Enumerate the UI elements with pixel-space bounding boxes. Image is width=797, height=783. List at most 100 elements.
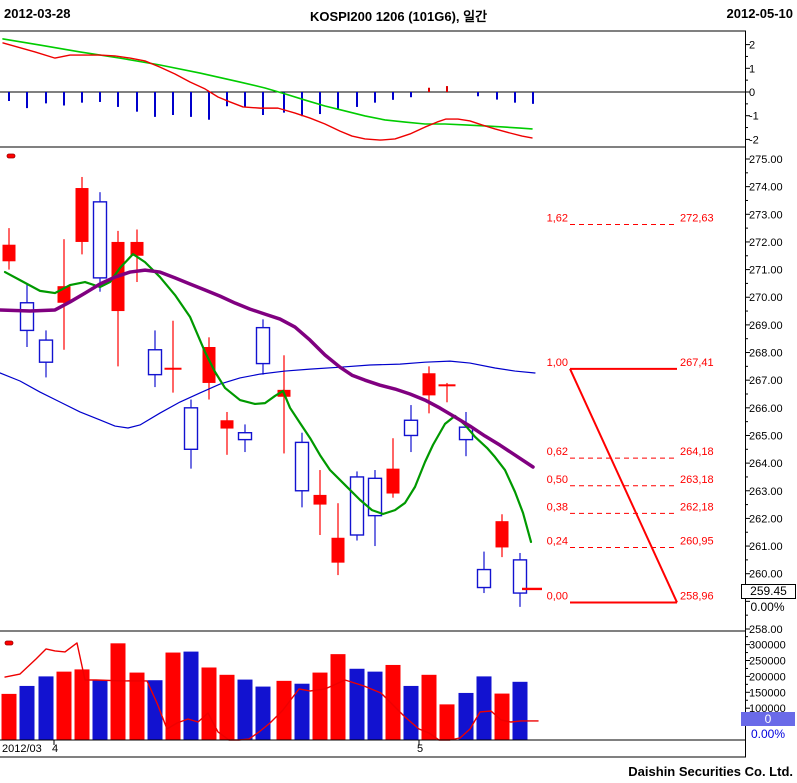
- volume-bar: [201, 667, 217, 740]
- fib-ratio-label: 0,00: [547, 590, 568, 602]
- chart-title: KOSPI200 1206 (101G6), 일간: [309, 9, 488, 24]
- oscillator-fast-line: [2, 42, 533, 141]
- axis-tick-label: 261.00: [749, 541, 783, 553]
- volume-bar: [1, 693, 17, 740]
- volume-bar: [147, 680, 163, 740]
- candle-up: [313, 470, 327, 535]
- axis-tick-label: 2: [749, 40, 755, 52]
- volume-bar: [56, 671, 72, 740]
- candle-down: [294, 432, 310, 508]
- y-axis: 2 1 0 -1 -2 275.00 274.00 273.00 272.00 271.00 270…: [0, 30, 786, 758]
- start-date-label: 2012-03-28: [4, 6, 71, 21]
- candle-body: [403, 419, 419, 437]
- candle-body: [367, 477, 383, 517]
- fib-ratio-label: 0,38: [547, 501, 568, 513]
- candle-down: [349, 471, 365, 541]
- volume-bar: [312, 672, 328, 740]
- axis-tick-label: 264.00: [749, 458, 783, 470]
- last-price-change-pct: 0.00%: [750, 600, 785, 614]
- axis-tick-label: 260.00: [749, 569, 783, 581]
- axis-tick-label: 272.00: [749, 237, 783, 249]
- main-panel[interactable]: 1,62 272,63 1,00 267,41 0,62 264,18 0,50 263,18…: [0, 153, 714, 607]
- fib-price-label: 260,95: [680, 535, 714, 547]
- candle-down: [476, 551, 492, 594]
- axis-tick-label: 0: [749, 87, 755, 99]
- candle-body: [255, 326, 271, 365]
- candle-body: [294, 441, 310, 492]
- candle-down: [19, 283, 35, 347]
- axis-tick-label: 270.00: [749, 292, 783, 304]
- candle-body: [183, 407, 199, 450]
- candle-down: [38, 330, 54, 378]
- candle-up: [111, 230, 125, 367]
- fib-ratio-label: 1,62: [547, 213, 568, 225]
- candle-body: [237, 432, 253, 441]
- candle-down: [512, 552, 528, 607]
- fib-ratio-label: 0,24: [547, 535, 568, 547]
- candle-body: [19, 302, 35, 332]
- candle-down: [183, 399, 199, 469]
- fib-price-label: 262,18: [680, 501, 714, 513]
- candle-body: [220, 420, 234, 429]
- volume-bar: [439, 704, 455, 740]
- brand-footer: Daishin Securities Co. Ltd.: [628, 764, 793, 779]
- volume-bar: [219, 674, 235, 740]
- axis-tick-label: 267.00: [749, 375, 783, 387]
- volume-ma-line: [4, 642, 539, 741]
- fib-ratio-label: 0,62: [547, 446, 568, 458]
- candle-body: [2, 244, 16, 262]
- volume-panel[interactable]: [1, 640, 539, 741]
- volume-bar: [494, 693, 510, 740]
- axis-tick-label: 265.00: [749, 430, 783, 442]
- series-marker-icon: [6, 153, 16, 159]
- series-marker-icon: [4, 640, 14, 646]
- volume-bar: [349, 668, 365, 740]
- axis-tick-label: -1: [749, 111, 759, 123]
- candle-body: [349, 476, 365, 536]
- volume-bar: [183, 651, 199, 740]
- x-axis-label: 5: [417, 743, 424, 755]
- axis-tick-label: 263.00: [749, 486, 783, 498]
- axis-tick-label: 258.00: [749, 624, 783, 636]
- volume-bar: [19, 685, 35, 740]
- indicator-panel[interactable]: [0, 38, 745, 141]
- candle-body: [458, 426, 474, 441]
- oscillator-slow-line: [2, 38, 533, 130]
- candle-down: [237, 424, 253, 453]
- candle-up: [2, 228, 16, 270]
- candle-body: [476, 568, 492, 589]
- axis-tick-label: -2: [749, 134, 759, 146]
- candle-down: [367, 470, 383, 547]
- axis-tick-label: 1: [749, 63, 755, 75]
- volume-bar: [403, 685, 419, 740]
- axis-tick-label: 300000: [749, 640, 786, 652]
- candle-down: [255, 319, 271, 375]
- candle-body: [512, 559, 528, 594]
- axis-tick-label: 150000: [749, 687, 786, 699]
- axis-tick-label: 275.00: [749, 154, 783, 166]
- volume-bar: [129, 672, 145, 740]
- axis-tick-label: 250000: [749, 656, 786, 668]
- candle-up: [495, 514, 509, 558]
- candle-down: [92, 192, 108, 292]
- candle-down: [147, 330, 163, 388]
- fib-price-label: 267,41: [680, 357, 714, 369]
- candle-up: [220, 411, 234, 455]
- volume-bar: [330, 654, 346, 740]
- fib-ratio-label: 1,00: [547, 357, 568, 369]
- axis-tick-label: 273.00: [749, 209, 783, 221]
- candle-body: [92, 201, 108, 279]
- candle-up: [386, 438, 400, 498]
- ma-long-blue-line: [0, 360, 536, 429]
- volume-bar: [385, 664, 401, 740]
- candle-body: [386, 468, 400, 494]
- candle-up: [57, 239, 71, 350]
- axis-tick-label: 200000: [749, 671, 786, 683]
- candle-down: [403, 405, 419, 453]
- candle-body: [202, 346, 216, 383]
- fib-diagonal-line: [569, 368, 678, 603]
- axis-tick-label: 266.00: [749, 403, 783, 415]
- volume-bar: [92, 680, 108, 740]
